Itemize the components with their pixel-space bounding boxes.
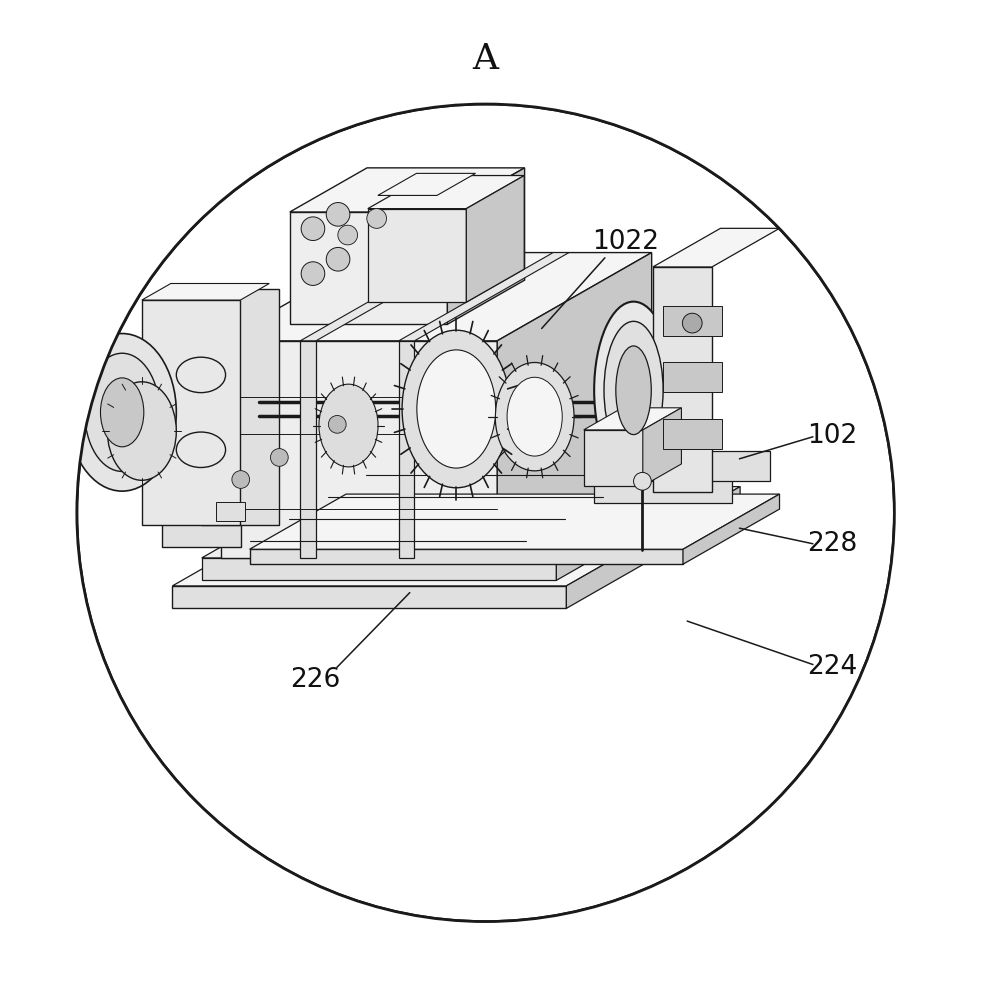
Polygon shape <box>399 253 569 341</box>
Polygon shape <box>663 306 722 336</box>
Polygon shape <box>162 311 240 547</box>
Text: 1022: 1022 <box>592 229 659 255</box>
Ellipse shape <box>507 377 562 456</box>
Polygon shape <box>367 209 466 302</box>
Circle shape <box>301 217 325 241</box>
Polygon shape <box>653 228 779 267</box>
Circle shape <box>328 415 346 433</box>
Polygon shape <box>653 267 712 492</box>
Polygon shape <box>290 212 447 324</box>
Text: A: A <box>473 42 498 76</box>
Ellipse shape <box>417 350 495 468</box>
Circle shape <box>271 449 289 466</box>
Circle shape <box>326 203 350 226</box>
Circle shape <box>366 209 386 228</box>
Polygon shape <box>290 168 525 212</box>
Polygon shape <box>142 283 269 300</box>
Polygon shape <box>566 487 740 608</box>
Polygon shape <box>378 173 476 195</box>
Ellipse shape <box>616 346 651 435</box>
Polygon shape <box>584 408 682 430</box>
Polygon shape <box>202 558 557 580</box>
Ellipse shape <box>319 384 378 467</box>
Polygon shape <box>202 470 711 558</box>
Text: 226: 226 <box>290 667 341 693</box>
Polygon shape <box>663 419 722 449</box>
Polygon shape <box>249 549 683 564</box>
Polygon shape <box>201 289 280 525</box>
Polygon shape <box>300 253 471 341</box>
Polygon shape <box>222 341 497 558</box>
Polygon shape <box>594 473 732 503</box>
Circle shape <box>231 471 249 488</box>
Text: 224: 224 <box>807 654 858 680</box>
Polygon shape <box>497 253 652 558</box>
Polygon shape <box>399 341 415 558</box>
Circle shape <box>326 247 350 271</box>
Circle shape <box>77 104 894 922</box>
Polygon shape <box>367 176 524 209</box>
Polygon shape <box>447 168 525 324</box>
Polygon shape <box>172 487 740 586</box>
Polygon shape <box>643 408 682 486</box>
Polygon shape <box>632 451 770 481</box>
Text: 102: 102 <box>807 423 858 449</box>
Polygon shape <box>222 253 652 341</box>
Circle shape <box>338 225 358 245</box>
Polygon shape <box>466 176 524 302</box>
Ellipse shape <box>100 378 144 447</box>
Polygon shape <box>300 341 316 558</box>
Polygon shape <box>142 300 240 525</box>
Circle shape <box>633 472 651 490</box>
Ellipse shape <box>68 334 176 491</box>
Polygon shape <box>216 502 245 521</box>
Polygon shape <box>249 494 779 549</box>
Polygon shape <box>584 430 643 486</box>
Circle shape <box>301 262 325 285</box>
Ellipse shape <box>402 330 510 488</box>
Polygon shape <box>172 586 566 608</box>
Polygon shape <box>48 306 88 375</box>
Ellipse shape <box>594 302 673 479</box>
Text: 228: 228 <box>807 531 858 557</box>
Ellipse shape <box>85 353 160 471</box>
Polygon shape <box>557 470 711 580</box>
Polygon shape <box>683 494 779 564</box>
Ellipse shape <box>107 382 176 480</box>
Polygon shape <box>663 362 722 392</box>
Ellipse shape <box>495 362 574 471</box>
Ellipse shape <box>604 321 663 459</box>
Circle shape <box>683 313 702 333</box>
